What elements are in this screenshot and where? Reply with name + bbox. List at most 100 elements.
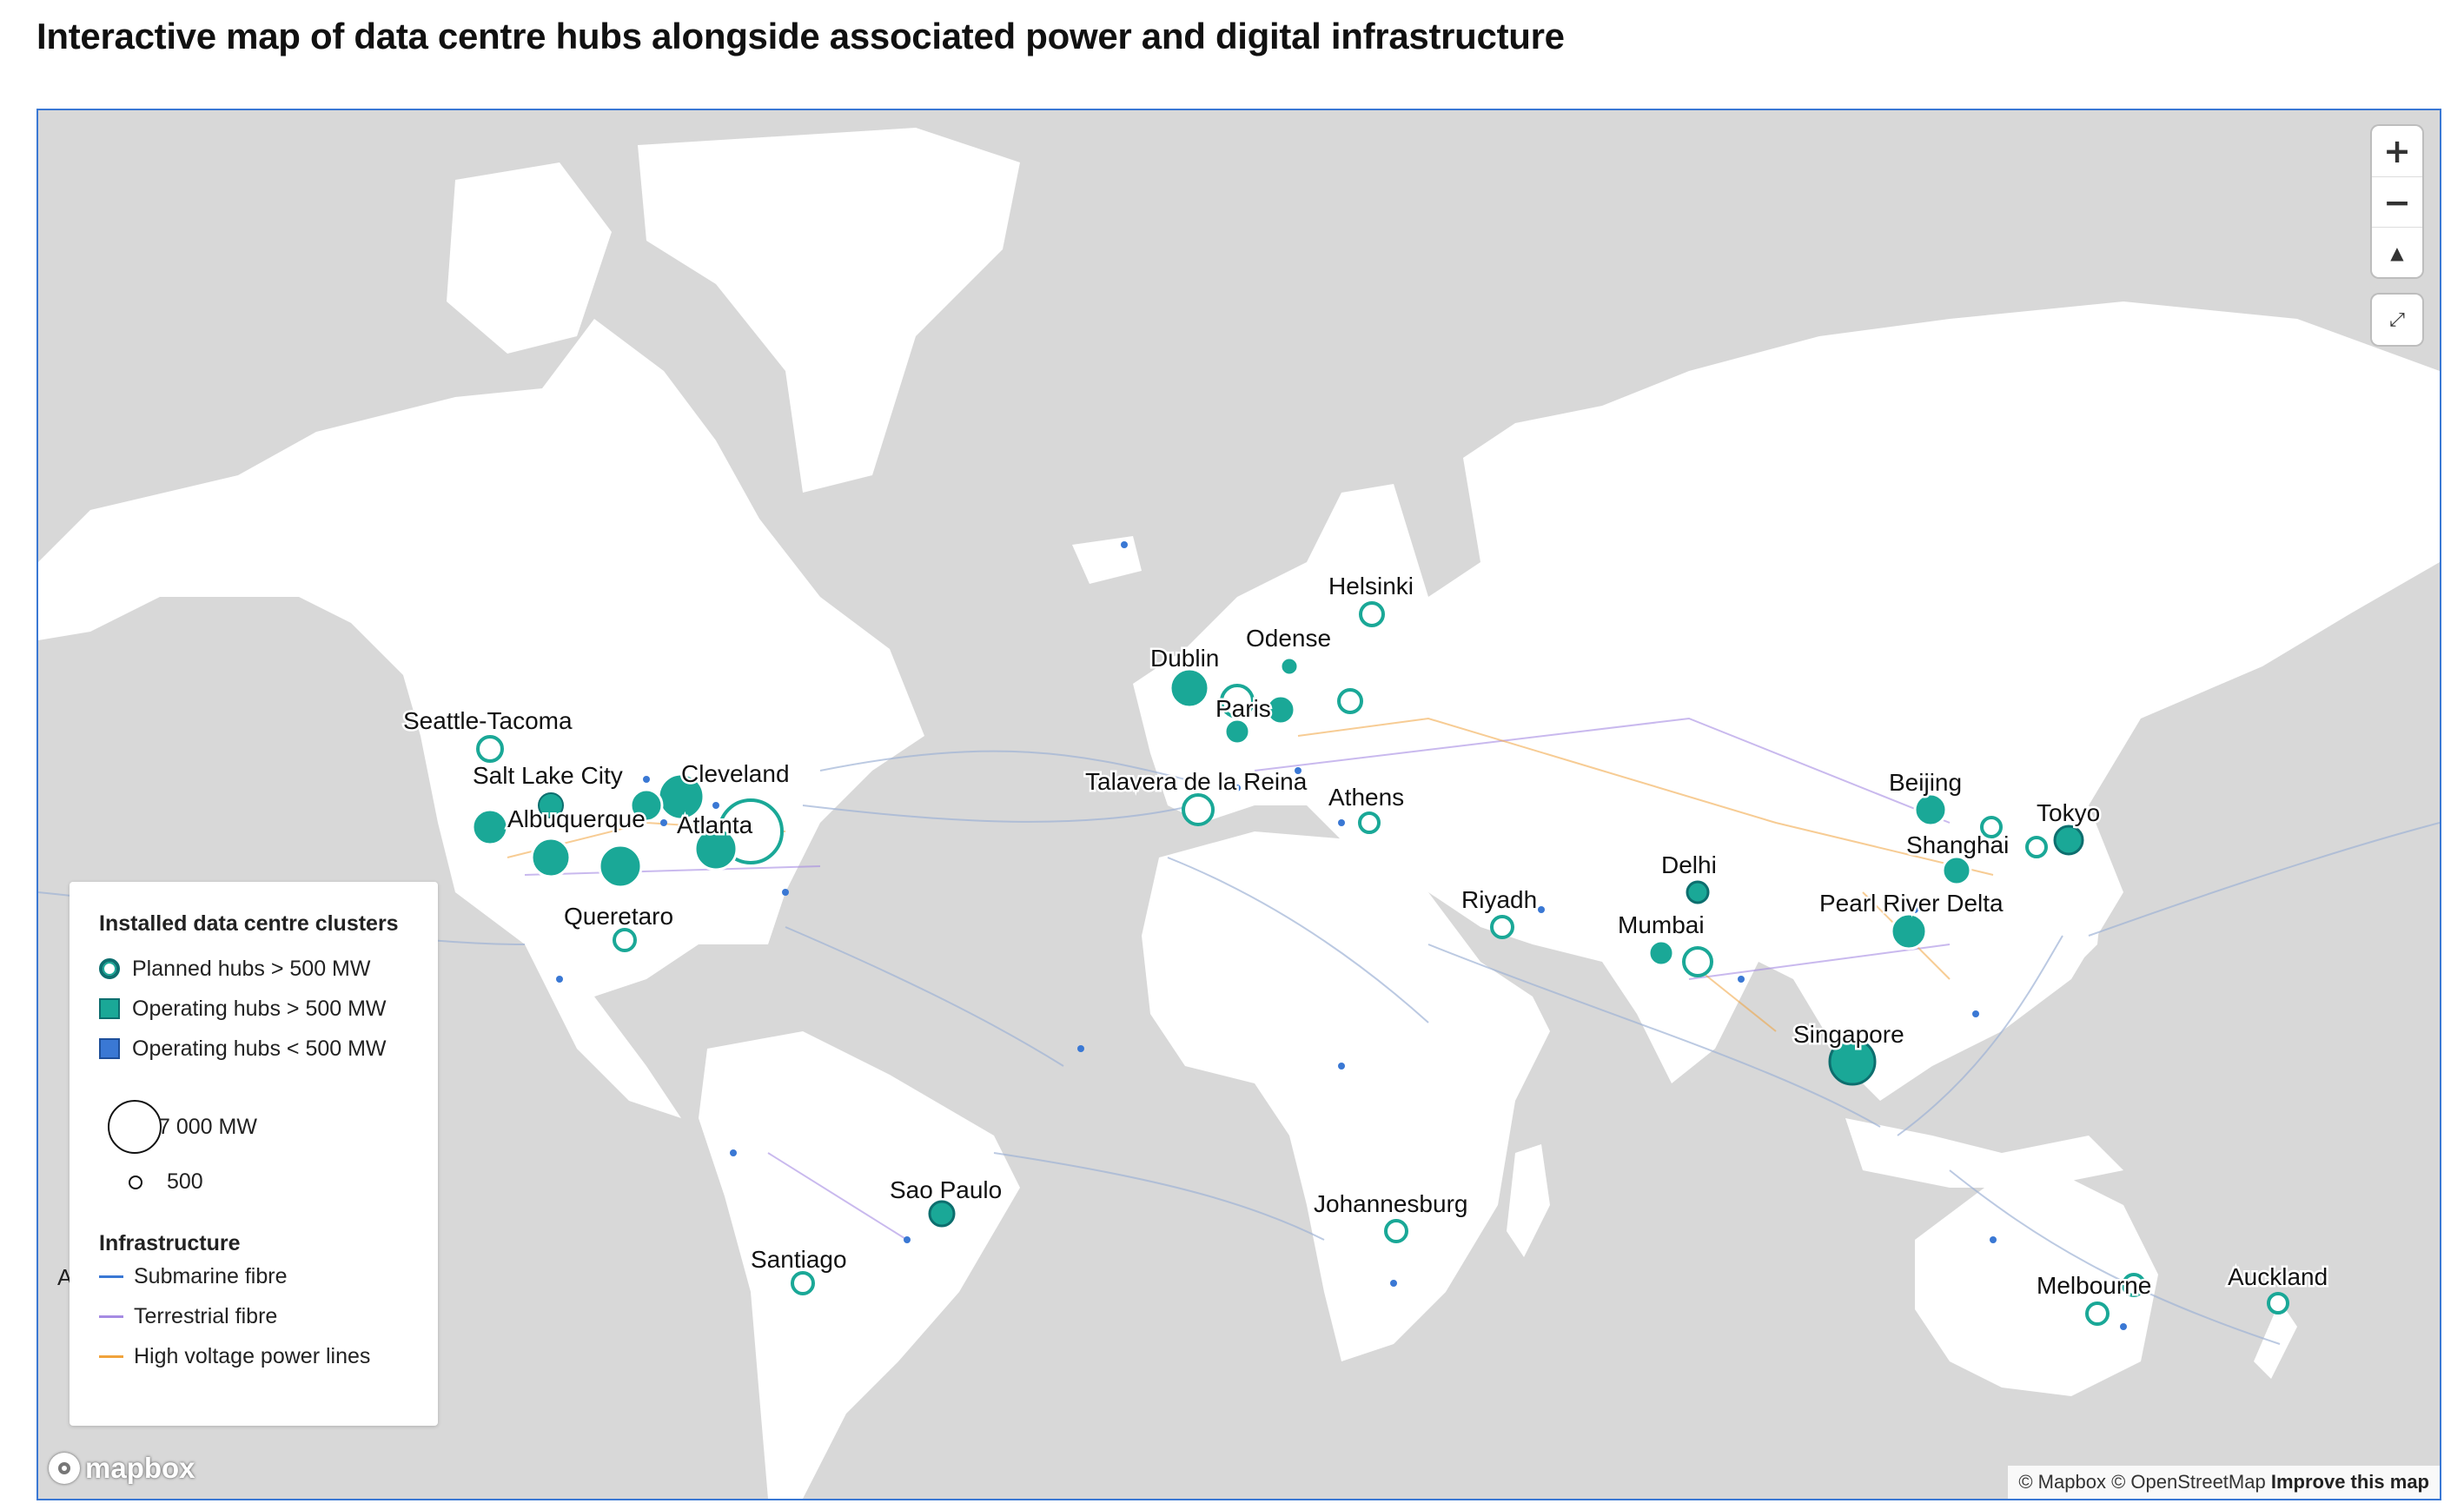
hub-sao-paulo (928, 1200, 956, 1228)
label-delhi: Delhi (1661, 851, 1717, 878)
land-masses (38, 128, 2440, 1499)
hub-osaka (2025, 836, 2048, 858)
hub-odense (1279, 656, 1300, 677)
operating-small-swatch (99, 1038, 120, 1059)
legend-infra-label: High voltage power lines (134, 1343, 371, 1368)
size-label-small: 500 (167, 1169, 203, 1194)
mapbox-logo-icon (49, 1453, 80, 1484)
hub-bubbles (471, 601, 2289, 1326)
label-athens: Athens (1328, 784, 1404, 811)
hub-helsinki (1359, 601, 1385, 627)
label-albuquerque: Albuquerque (507, 805, 646, 832)
label-johannesburg: Johannesburg (1314, 1190, 1467, 1217)
attribution-mapbox-link[interactable]: © Mapbox (2018, 1471, 2106, 1493)
label-riyadh: Riyadh (1461, 886, 1537, 913)
label-talavera: Talavera de la Reina (1085, 768, 1308, 795)
hub-paris (1223, 718, 1251, 745)
planned-hub-swatch (99, 958, 120, 979)
legend-item-label: Operating hubs > 500 MW (132, 996, 387, 1021)
hub-santiago (791, 1271, 815, 1295)
legend-title: Installed data centre clusters (99, 911, 399, 936)
improve-map-link[interactable]: Improve this map (2270, 1471, 2429, 1493)
legend-infra-terrestrial: Terrestrial fibre (99, 1296, 438, 1336)
label-auckland: Auckland (2228, 1263, 2328, 1290)
compass-icon[interactable]: ▲ (2372, 227, 2422, 277)
label-queretaro: Queretaro (564, 903, 673, 930)
label-dublin: Dublin (1150, 645, 1219, 672)
hub-salt-lake (538, 792, 564, 818)
world-map[interactable]: Seattle-Tacoma Salt Lake City Cleveland … (38, 110, 2440, 1499)
label-sao-paulo: Sao Paulo (890, 1176, 1002, 1203)
label-singapore: Singapore (1793, 1021, 1904, 1048)
hub-auckland (2267, 1292, 2289, 1315)
land-australia (1915, 1170, 2158, 1396)
legend-item-operating-large: Operating hubs > 500 MW (99, 989, 438, 1029)
label-seattle: Seattle-Tacoma (403, 707, 573, 734)
size-label-large: 7 000 MW (158, 1114, 257, 1139)
label-tokyo: Tokyo (2037, 799, 2100, 826)
label-atlanta: Atlanta (677, 811, 753, 838)
operating-small-hubs (556, 541, 2127, 1330)
land-south-america (699, 1031, 1020, 1499)
infrastructure-title: Infrastructure (99, 1231, 241, 1255)
size-circle-large (108, 1100, 162, 1154)
legend-item-planned: Planned hubs > 500 MW (99, 949, 438, 989)
submarine-fibre-lines (38, 750, 2440, 1345)
land-iceland (1072, 536, 1142, 584)
hub-seattle (476, 735, 504, 763)
map-canvas[interactable]: Seattle-Tacoma Salt Lake City Cleveland … (36, 109, 2441, 1500)
mapbox-logo[interactable]: mapbox (49, 1452, 195, 1485)
city-labels: Seattle-Tacoma Salt Lake City Cleveland … (401, 571, 2330, 1301)
legend-item-operating-small: Operating hubs < 500 MW (99, 1029, 438, 1069)
zoom-in-button[interactable]: + (2383, 132, 2411, 170)
hub-texas (598, 844, 643, 889)
land-greenland (638, 128, 1020, 493)
land-north-america (38, 319, 924, 1118)
hub-beijing (1913, 792, 1948, 827)
land-indonesia (1845, 1118, 2123, 1188)
legend-infra-label: Submarine fibre (134, 1263, 288, 1288)
hub-riyadh (1490, 915, 1514, 939)
land-uk (1168, 692, 1229, 805)
hub-athens (1358, 811, 1381, 834)
hub-frankfurt (1265, 694, 1296, 725)
zoom-controls: + − ▲ (2372, 126, 2422, 277)
land-arctic-islands (447, 162, 612, 354)
land-new-zealand (2254, 1301, 2297, 1379)
legend-item-label: Planned hubs > 500 MW (132, 956, 371, 981)
label-melbourne: Melbourne (2037, 1272, 2151, 1299)
map-legend: Installed data centre clusters Planned h… (70, 882, 438, 1426)
fullscreen-icon[interactable]: ⤢ (2389, 308, 2405, 331)
submarine-fibre-swatch (99, 1275, 123, 1278)
operating-large-swatch (99, 998, 120, 1019)
hub-seoul (1980, 816, 2003, 838)
hub-hyderabad (1682, 946, 1713, 977)
land-eurasia (1133, 301, 2440, 1101)
hub-pearl-river (1890, 912, 1928, 950)
hub-dublin (1169, 667, 1210, 709)
legend-infra-label: Terrestrial fibre (134, 1303, 278, 1328)
zoom-out-button[interactable]: − (2372, 176, 2422, 227)
label-helsinki: Helsinki (1328, 573, 1414, 599)
hub-chicago (629, 788, 664, 823)
edge-label: A (57, 1264, 73, 1290)
hub-warsaw (1337, 688, 1363, 714)
size-circle-small (129, 1175, 142, 1189)
hub-london (1220, 684, 1255, 719)
legend-size-small: 500 (129, 1169, 438, 1195)
hub-tokyo (2053, 825, 2084, 856)
label-paris: Paris (1215, 695, 1271, 722)
label-mumbai: Mumbai (1618, 911, 1705, 938)
hub-atlanta (693, 826, 739, 871)
land-japan (2037, 840, 2106, 970)
hub-mumbai (1647, 939, 1675, 967)
label-odense: Odense (1246, 625, 1331, 652)
legend-infra-submarine: Submarine fibre (99, 1256, 438, 1296)
hub-singapore (1828, 1037, 1877, 1086)
attribution-osm-link[interactable]: © OpenStreetMap (2111, 1471, 2266, 1493)
hub-sydney (2122, 1273, 2146, 1297)
hub-queretaro (613, 928, 637, 952)
hub-madrid (1182, 793, 1215, 826)
hub-west-coast (471, 808, 509, 846)
mapbox-logo-text: mapbox (85, 1452, 195, 1484)
